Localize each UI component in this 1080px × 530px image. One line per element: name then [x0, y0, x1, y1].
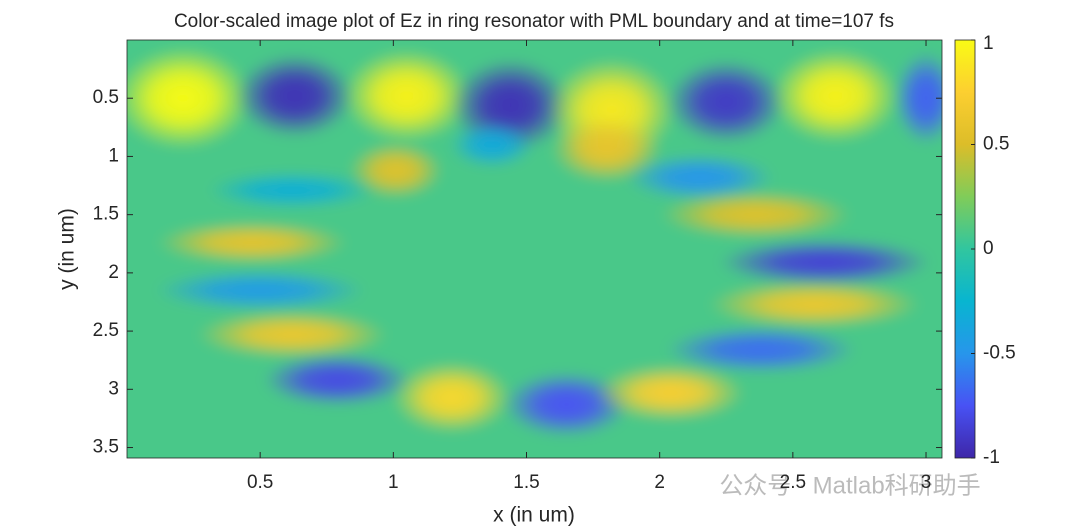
field-peak	[625, 154, 775, 201]
x-axis-label: x (in um)	[493, 504, 575, 527]
watermark: 公众号 · Matlab科研助手	[719, 472, 980, 499]
x-tick-label: 2.5	[780, 472, 806, 493]
field-peak	[771, 49, 900, 143]
y-tick-label: 3	[108, 378, 119, 399]
field-peak	[262, 353, 412, 407]
y-tick-label: 2	[108, 262, 119, 283]
colorbar-tick-label: 0	[983, 238, 994, 259]
y-tick-label: 2.5	[93, 320, 119, 341]
y-tick-label: 0.5	[93, 87, 119, 108]
field-peak	[392, 362, 512, 433]
field-peak	[156, 222, 349, 264]
colorbar-tick-label: -1	[983, 447, 1000, 468]
field-peak	[449, 121, 535, 169]
field-peak	[718, 239, 932, 286]
heatmap-field	[127, 40, 942, 458]
field-peak	[665, 326, 857, 374]
field-peak	[127, 47, 252, 150]
field-peak	[666, 59, 786, 144]
x-tick-label: 1	[388, 472, 399, 493]
x-tick-label: 0.5	[247, 472, 273, 493]
colorbar-tick-label: -0.5	[983, 343, 1016, 364]
colorbar-tick-label: 1	[983, 33, 994, 54]
y-axis-label: y (in um)	[56, 208, 79, 290]
y-tick-label: 1.5	[93, 204, 119, 225]
x-tick-label: 2	[654, 472, 665, 493]
x-tick-label: 3	[921, 472, 932, 493]
y-tick-label: 3.5	[93, 437, 119, 458]
field-peak	[659, 191, 852, 238]
field-peak	[342, 49, 471, 143]
colorbar-tick-label: 0.5	[983, 134, 1009, 155]
field-peak	[707, 281, 921, 328]
field-peak	[551, 116, 662, 183]
field-peak	[235, 53, 355, 138]
field-peak	[595, 364, 745, 421]
y-tick-label: 1	[108, 145, 119, 166]
field-peak	[206, 171, 378, 209]
field-peak	[153, 269, 367, 311]
heatmap	[127, 40, 942, 458]
plot-frame	[126, 39, 943, 459]
x-tick-label: 1.5	[513, 472, 539, 493]
chart-title: Color-scaled image plot of Ez in ring re…	[174, 11, 894, 32]
field-peak	[894, 51, 942, 145]
field-peak	[196, 311, 389, 358]
